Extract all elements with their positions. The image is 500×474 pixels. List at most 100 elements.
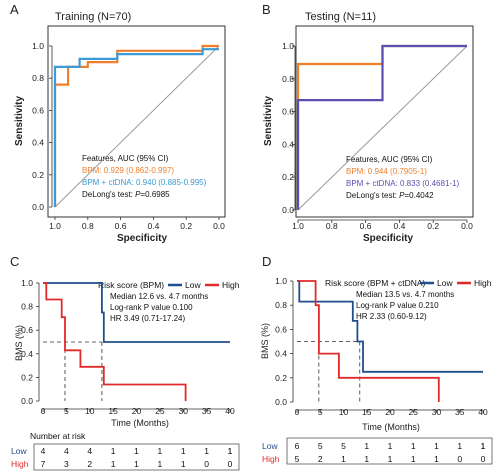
panel-c-y-tick-label: 0.2 xyxy=(21,372,33,382)
panel-a-x-tick-label: 0.4 xyxy=(147,221,159,231)
panel-d-y-tick-label: 0.2 xyxy=(275,373,287,383)
panel-d-x-tick-label: 40 xyxy=(478,407,488,417)
panel-d-y-tick-label: 1.0 xyxy=(275,276,287,286)
panel-c-ylabel: BMS (%) xyxy=(14,325,24,361)
panel-d-x-tick-label: 30 xyxy=(432,407,442,417)
panel-b-ann-header: Features, AUC (95% CI) xyxy=(346,155,433,164)
panel-d-x-tick-label: 25 xyxy=(409,407,419,417)
panel-a-x-tick-label: 0.8 xyxy=(82,221,94,231)
panel-b-x-tick-label: 0.6 xyxy=(360,221,372,231)
panel-d-risk-box xyxy=(286,437,493,465)
panel-c-risk-low-value: 1 xyxy=(228,446,233,456)
panel-c-risk-low-value: 1 xyxy=(204,446,209,456)
panel-d-risk-high-value: 1 xyxy=(411,454,416,464)
panel-c-risk-high-value: 7 xyxy=(41,459,46,469)
panel-a-y-tick-label: 0.8 xyxy=(32,73,44,83)
panel-a-xlabel: Specificity xyxy=(117,233,167,244)
panel-d-x-tick-label: 35 xyxy=(455,407,465,417)
panel-c-risk-high-value: 1 xyxy=(111,459,116,469)
panel-d-risk-high-value: 1 xyxy=(341,454,346,464)
panel-a-x-tick-label: 0.6 xyxy=(115,221,127,231)
panel-c-x-tick-label: 5 xyxy=(64,406,69,416)
panel-c-risk-high-value: 2 xyxy=(87,459,92,469)
panel-d-y-tick-label: 0.8 xyxy=(275,300,287,310)
panel-c-risk-title: Number at risk xyxy=(30,431,86,441)
panel-d-x-tick-label: 20 xyxy=(385,407,395,417)
panel-d-risk-high-label: High xyxy=(262,454,280,464)
panel-d-x-tick-label: 15 xyxy=(362,407,372,417)
panel-c-risk-low-value: 4 xyxy=(87,446,92,456)
panel-d-risk-high-value: 0 xyxy=(481,454,486,464)
panel-d-stat-hr: HR 2.33 (0.60-9.12) xyxy=(356,312,427,321)
panel-a-ann-header: Features, AUC (95% CI) xyxy=(82,154,169,163)
panel-d-risk-low-value: 1 xyxy=(481,441,486,451)
panel-b-delong: DeLong's test: P=0.4042 xyxy=(346,191,434,200)
panel-c-y-tick-label: 0.4 xyxy=(21,349,33,359)
panel-c-x-tick-label: 35 xyxy=(202,406,212,416)
panel-d-legend-high: High xyxy=(474,278,492,288)
panel-d-risk-high-value: 2 xyxy=(318,454,323,464)
panel-a-delong: DeLong's test: P=0.6985 xyxy=(82,190,170,199)
panel-c-series-low xyxy=(43,282,230,343)
panel-d-risk-high-value: 5 xyxy=(295,454,300,464)
panel-c-y-tick-label: 1.0 xyxy=(21,278,33,288)
panel-c-y-tick-label: 0.6 xyxy=(21,325,33,335)
panel-c-legend-high: High xyxy=(222,280,240,290)
panel-c-stat-median: Median 12.6 vs. 4.7 months xyxy=(110,292,208,301)
panel-letter-b: B xyxy=(262,2,271,17)
panel-d-series-low xyxy=(297,280,483,373)
panel-c-risk-high-value: 0 xyxy=(204,459,209,469)
panel-a-ann-ctdna: BPM + ctDNA: 0.940 (0.885-0.995) xyxy=(82,178,207,187)
panel-a-series-bpm-ctdna xyxy=(53,48,219,207)
panel-b-y-tick-label: 0.8 xyxy=(282,74,294,84)
panel-d-risk-low-value: 1 xyxy=(434,441,439,451)
panel-b-x-tick-label: 0.2 xyxy=(427,221,439,231)
panel-d-y-tick-label: 0.0 xyxy=(275,397,287,407)
panel-d-stat-median: Median 13.5 vs. 4.7 months xyxy=(356,290,454,299)
panel-d-risk-low-value: 5 xyxy=(341,441,346,451)
panel-d-x-tick-label: 0 xyxy=(295,407,300,417)
panel-c-risk-box xyxy=(33,443,240,471)
panel-d-y-tick-label: 0.6 xyxy=(275,324,287,334)
panel-a-y-tick-label: 0.0 xyxy=(32,202,44,212)
panel-b-frame xyxy=(295,25,474,218)
panel-c-risk-low-value: 1 xyxy=(158,446,163,456)
panel-b-x-tick-label: 1.0 xyxy=(292,221,304,231)
panel-a-x-tick-label: 0.0 xyxy=(213,221,225,231)
panel-a: A Training (N=70) Specificity Sensitivit… xyxy=(10,2,226,244)
panel-c-y-tick-label: 0.8 xyxy=(21,302,33,312)
panel-letter-d: D xyxy=(262,254,271,269)
panel-d-risk-low-label: Low xyxy=(262,441,278,451)
panel-c-x-tick-label: 10 xyxy=(85,406,95,416)
panel-a-reference-line xyxy=(54,45,220,208)
panel-b-x-tick-label: 0.4 xyxy=(393,221,405,231)
panel-d-risk-high-value: 0 xyxy=(457,454,462,464)
panel-b-y-tick-label: 0.6 xyxy=(282,107,294,117)
panel-a-title: Training (N=70) xyxy=(55,11,131,23)
panel-letter-c: C xyxy=(10,254,19,269)
panel-b-ylabel: Sensitivity xyxy=(263,96,274,146)
panel-c-x-tick-label: 20 xyxy=(132,406,142,416)
panel-d-risk-low-value: 1 xyxy=(388,441,393,451)
panel-d-stat-logrank: Log-rank P value 0.210 xyxy=(356,301,439,310)
panel-b-xlabel: Specificity xyxy=(363,233,413,244)
panel-c-risk-low-value: 1 xyxy=(134,446,139,456)
panel-a-y-tick-label: 0.2 xyxy=(32,170,44,180)
panel-a-ylabel: Sensitivity xyxy=(14,96,25,146)
panel-d-risk-low-value: 1 xyxy=(411,441,416,451)
panel-c-risk-high-value: 1 xyxy=(158,459,163,469)
panel-c-series-high xyxy=(43,282,187,401)
panel-c-risk-high-value: 3 xyxy=(64,459,69,469)
panel-b-ann-ctdna: BPM + ctDNA: 0.833 (0.4681-1) xyxy=(346,179,460,188)
panel-b-ann-bpm: BPM: 0.944 (0.7905-1) xyxy=(346,167,427,176)
panel-c-x-tick-label: 25 xyxy=(155,406,165,416)
panel-c-x-tick-label: 40 xyxy=(225,406,235,416)
panel-a-y-tick-label: 0.4 xyxy=(32,138,44,148)
panel-d-legend-low: Low xyxy=(437,278,453,288)
panel-b-y-tick-label: 0.0 xyxy=(282,205,294,215)
panel-c-xlabel: Time (Months) xyxy=(111,418,169,428)
panel-d-xlabel: Time (Months) xyxy=(362,422,420,432)
panel-b-y-tick-label: 1.0 xyxy=(282,41,294,51)
panel-c-risk-low-value: 1 xyxy=(228,446,233,456)
panel-d-legend-title: Risk score (BPM + ctDNA) xyxy=(325,278,426,288)
